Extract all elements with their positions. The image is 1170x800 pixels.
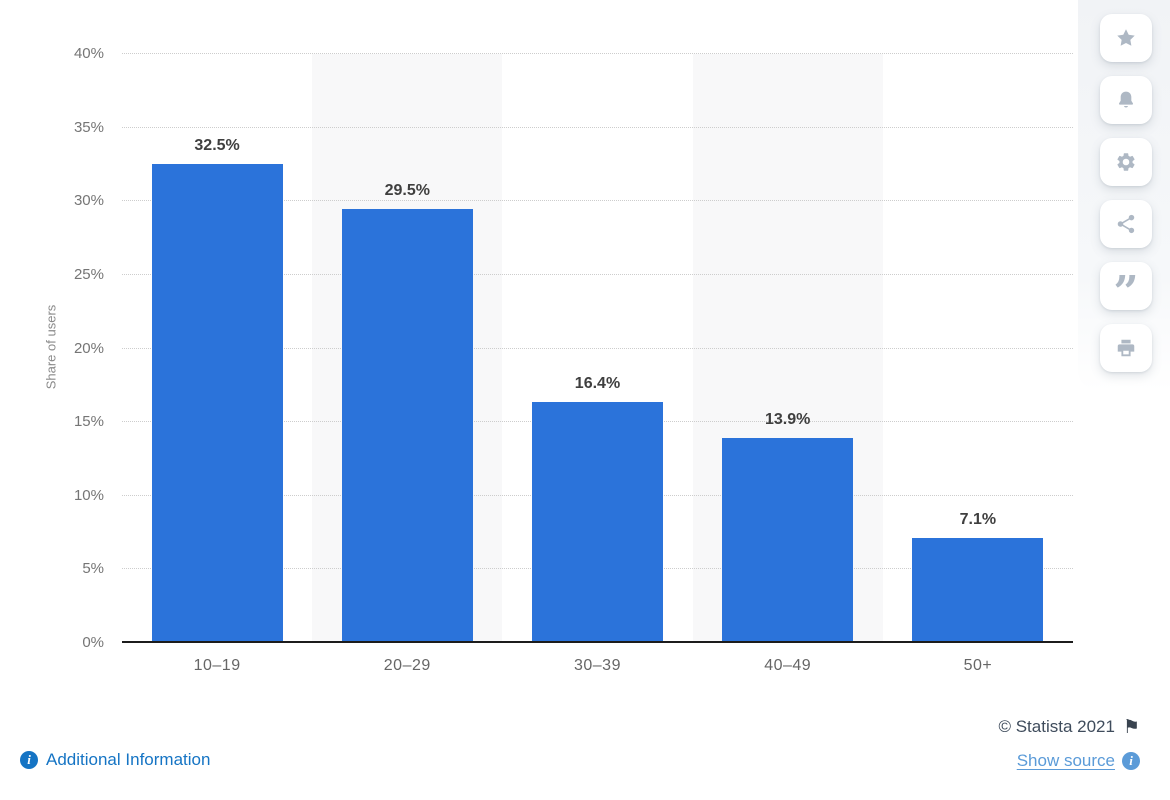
print-icon (1117, 339, 1135, 357)
bar-value-label: 29.5% (384, 181, 430, 199)
bar-10-19[interactable] (151, 164, 283, 643)
y-tick-label: 25% (73, 265, 104, 283)
y-tick-label: 5% (82, 560, 104, 578)
bell-icon (1118, 91, 1134, 108)
favorite-button[interactable] (1100, 14, 1152, 62)
y-tick-label: 10% (73, 486, 104, 504)
flag-icon: ⚑ (1122, 716, 1140, 738)
additional-information-link[interactable]: i Additional Information (20, 750, 210, 770)
x-tick-label: 20–29 (383, 657, 431, 674)
show-source-label: Show source (1016, 751, 1115, 770)
y-tick-label: 20% (73, 339, 104, 357)
gridline (122, 53, 1073, 54)
x-axis-line (122, 641, 1073, 643)
gridline (122, 347, 1073, 349)
y-tick-label: 35% (73, 118, 104, 136)
y-tick-label: 30% (73, 192, 104, 210)
info-icon: i (1122, 752, 1140, 770)
bar-value-label: 7.1% (959, 511, 997, 529)
share-icon (1117, 214, 1135, 234)
gear-icon (1117, 153, 1135, 171)
bar-20-29[interactable] (341, 208, 473, 643)
y-tick-label: 15% (73, 413, 104, 431)
x-tick-label: 40–49 (764, 657, 812, 674)
cite-button[interactable]: ” (1100, 262, 1152, 318)
bar-40-49[interactable] (722, 438, 854, 643)
print-button[interactable] (1100, 324, 1152, 372)
copyright: © Statista 2021 ⚑ (998, 717, 1140, 737)
show-source-link[interactable]: Show source i (1017, 751, 1140, 771)
quote-icon: ” (1113, 267, 1139, 318)
gridline (122, 273, 1073, 275)
bar-value-label: 32.5% (194, 137, 240, 155)
x-tick-label: 30–39 (573, 657, 621, 674)
bar-value-label: 13.9% (765, 411, 811, 429)
additional-information-label: Additional Information (46, 750, 211, 769)
y-tick-label: 40% (73, 45, 104, 62)
gridline (122, 200, 1073, 202)
settings-button[interactable] (1100, 138, 1152, 186)
info-icon: i (20, 751, 38, 769)
bar-value-label: 16.4% (574, 374, 621, 392)
gridline (122, 126, 1073, 128)
share-button[interactable] (1100, 200, 1152, 248)
y-tick-label: 0% (82, 634, 104, 651)
bar-30-39[interactable] (532, 401, 663, 643)
x-tick-label: 10–19 (193, 657, 241, 674)
x-tick-label: 50+ (963, 657, 993, 674)
star-icon (1117, 29, 1135, 46)
copyright-text: © Statista 2021 (998, 717, 1115, 736)
bar-50+[interactable] (912, 538, 1044, 643)
alerts-button[interactable] (1100, 76, 1152, 124)
